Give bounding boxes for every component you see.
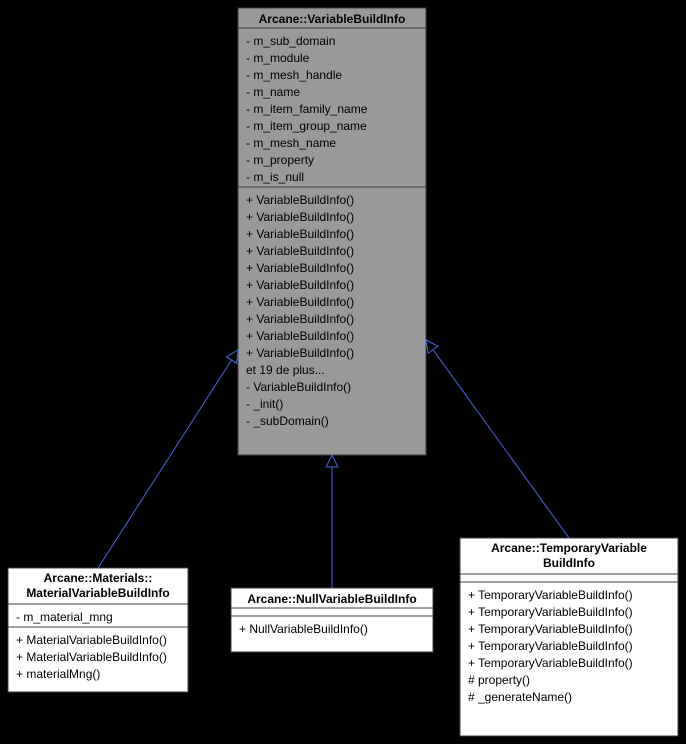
svg-text:et 19 de plus...: et 19 de plus... <box>246 363 325 377</box>
class-temporary[interactable]: Arcane::TemporaryVariableBuildInfo+ Temp… <box>460 538 678 736</box>
svg-text:- m_mesh_name: - m_mesh_name <box>246 136 336 150</box>
svg-text:+ TemporaryVariableBuildInfo(: + TemporaryVariableBuildInfo() <box>468 605 633 619</box>
svg-text:- m_property: - m_property <box>246 153 314 167</box>
inheritance-edge <box>433 350 569 538</box>
svg-text:+ VariableBuildInfo(): + VariableBuildInfo() <box>246 312 354 326</box>
svg-text:# _generateName(): # _generateName() <box>468 690 572 704</box>
svg-text:BuildInfo: BuildInfo <box>543 556 595 570</box>
svg-text:+ VariableBuildInfo(): + VariableBuildInfo() <box>246 227 354 241</box>
inheritance-arrowhead <box>326 455 338 467</box>
svg-text:+ VariableBuildInfo(): + VariableBuildInfo() <box>246 346 354 360</box>
svg-text:+ MaterialVariableBuildInfo(): + MaterialVariableBuildInfo() <box>16 650 167 664</box>
svg-text:- _subDomain(): - _subDomain() <box>246 414 329 428</box>
svg-text:MaterialVariableBuildInfo: MaterialVariableBuildInfo <box>26 586 169 600</box>
svg-text:- m_material_mng: - m_material_mng <box>16 610 113 624</box>
svg-text:+ VariableBuildInfo(): + VariableBuildInfo() <box>246 193 354 207</box>
uml-diagram: Arcane::VariableBuildInfo- m_sub_domain-… <box>0 0 686 744</box>
svg-text:+ VariableBuildInfo(): + VariableBuildInfo() <box>246 278 354 292</box>
svg-text:+ materialMng(): + materialMng() <box>16 667 100 681</box>
class-parent[interactable]: Arcane::VariableBuildInfo- m_sub_domain-… <box>238 8 426 455</box>
svg-text:+ VariableBuildInfo(): + VariableBuildInfo() <box>246 261 354 275</box>
class-material[interactable]: Arcane::Materials::MaterialVariableBuild… <box>8 568 188 692</box>
svg-text:+ VariableBuildInfo(): + VariableBuildInfo() <box>246 295 354 309</box>
svg-text:+ NullVariableBuildInfo(): + NullVariableBuildInfo() <box>239 622 368 636</box>
inheritance-arrowhead <box>426 340 438 353</box>
svg-text:+ TemporaryVariableBuildInfo(: + TemporaryVariableBuildInfo() <box>468 639 633 653</box>
svg-text:Arcane::VariableBuildInfo: Arcane::VariableBuildInfo <box>259 12 406 26</box>
svg-text:+ MaterialVariableBuildInfo(): + MaterialVariableBuildInfo() <box>16 633 167 647</box>
svg-text:# property(): # property() <box>468 673 530 687</box>
svg-text:+ TemporaryVariableBuildInfo(: + TemporaryVariableBuildInfo() <box>468 622 633 636</box>
svg-text:- m_name: - m_name <box>246 85 300 99</box>
inheritance-arrowhead <box>226 350 238 363</box>
svg-text:- VariableBuildInfo(): - VariableBuildInfo() <box>246 380 351 394</box>
svg-text:Arcane::Materials::: Arcane::Materials:: <box>44 571 153 585</box>
svg-text:- m_item_family_name: - m_item_family_name <box>246 102 368 116</box>
svg-text:- m_module: - m_module <box>246 51 310 65</box>
svg-text:+ VariableBuildInfo(): + VariableBuildInfo() <box>246 210 354 224</box>
svg-text:- m_mesh_handle: - m_mesh_handle <box>246 68 342 82</box>
class-null[interactable]: Arcane::NullVariableBuildInfo+ NullVaria… <box>231 588 433 652</box>
inheritance-edge <box>98 360 232 568</box>
svg-text:- m_item_group_name: - m_item_group_name <box>246 119 367 133</box>
svg-text:Arcane::NullVariableBuildInfo: Arcane::NullVariableBuildInfo <box>247 592 416 606</box>
svg-text:+ VariableBuildInfo(): + VariableBuildInfo() <box>246 244 354 258</box>
svg-text:Arcane::TemporaryVariable: Arcane::TemporaryVariable <box>491 541 647 555</box>
svg-text:+ TemporaryVariableBuildInfo(: + TemporaryVariableBuildInfo() <box>468 588 633 602</box>
svg-text:- m_is_null: - m_is_null <box>246 170 304 184</box>
svg-text:- m_sub_domain: - m_sub_domain <box>246 34 335 48</box>
svg-text:+ TemporaryVariableBuildInfo(: + TemporaryVariableBuildInfo() <box>468 656 633 670</box>
svg-text:+ VariableBuildInfo(): + VariableBuildInfo() <box>246 329 354 343</box>
svg-text:- _init(): - _init() <box>246 397 283 411</box>
